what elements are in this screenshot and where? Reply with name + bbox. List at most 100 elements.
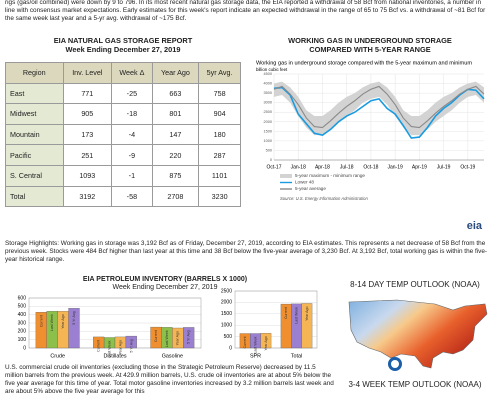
noaa-logo xyxy=(391,360,399,368)
bar xyxy=(260,333,272,349)
outlook-map xyxy=(348,299,488,371)
region-cell: Midwest xyxy=(5,103,64,125)
y-tick-label: 0 xyxy=(270,158,272,162)
bar-label: Year Ago xyxy=(118,340,122,354)
x-tick-label: Oct-18 xyxy=(363,164,378,170)
y-tick-label: 0 xyxy=(23,345,26,351)
y-tick-label: 0 xyxy=(229,345,232,351)
x-tick-label: Jul-18 xyxy=(340,164,354,170)
y-tick-label: 2000 xyxy=(221,300,232,306)
value-cell: 3192 xyxy=(62,185,113,208)
chart-title: COMPARED WITH 5-YEAR RANGE xyxy=(309,45,431,54)
value-cell: 801 xyxy=(151,103,200,125)
column-header: Region xyxy=(5,62,64,84)
y-tick-label: 500 xyxy=(266,148,272,152)
value-cell: 905 xyxy=(62,103,113,125)
x-tick-label: Apr-19 xyxy=(412,164,427,170)
y-tick-label: 1500 xyxy=(221,311,232,317)
value-cell: 220 xyxy=(151,144,200,166)
map-title: 3-4 WEEK TEMP OUTLOOK (NOAA) xyxy=(348,380,482,389)
x-tick-label: Oct-19 xyxy=(460,164,475,170)
y-tick-label: 300 xyxy=(18,320,27,326)
highlights-text: Storage Highlights: Working gas in stora… xyxy=(5,240,488,263)
petroleum-text: U.S. commercial crude oil inventories (e… xyxy=(5,364,334,395)
region-cell: Pacific xyxy=(5,144,64,166)
x-tick-label: Gasoline xyxy=(162,353,183,359)
x-tick-label: Jan-18 xyxy=(291,164,307,170)
table-row: Pacific 251 -9 220 287 xyxy=(5,144,241,166)
value-cell: -58 xyxy=(111,185,153,208)
y-tick-label: 3000 xyxy=(264,101,272,105)
map-title: 8-14 DAY TEMP OUTLOOK (NOAA) xyxy=(350,280,480,289)
y-tick-label: 100 xyxy=(18,337,27,343)
value-cell: -18 xyxy=(111,103,153,125)
source-note: Source: U.S. Energy Information Administ… xyxy=(280,196,368,201)
y-tick-label: 1500 xyxy=(264,129,272,133)
bar-label: Last Week xyxy=(50,314,54,331)
y-tick-label: 2500 xyxy=(221,288,232,294)
table-row: Total 3192 -58 2708 3230 xyxy=(5,185,241,208)
value-cell: 173 xyxy=(62,123,113,146)
y-tick-label: 600 xyxy=(18,295,27,301)
column-header: Inv. Level xyxy=(62,62,113,84)
table-row: Mountain 173 -4 147 180 xyxy=(5,123,241,146)
bar xyxy=(125,335,137,349)
y-tick-label: 4000 xyxy=(264,82,272,86)
table-subtitle: Week Ending December 27, 2019 xyxy=(65,45,181,54)
value-cell: 875 xyxy=(151,164,200,187)
bar-label: 5 Yr Avg xyxy=(72,311,76,324)
bar-label: Year Ago xyxy=(264,336,268,350)
y-tick-label: 500 xyxy=(18,304,27,310)
range-band xyxy=(274,81,484,136)
bar-label: 5 Yr Avg xyxy=(129,339,133,352)
bar-label: Year Ago xyxy=(176,331,180,345)
value-cell: 3230 xyxy=(198,185,241,208)
value-cell: -1 xyxy=(111,164,153,187)
y-tick-label: 1000 xyxy=(264,139,272,143)
y-tick-label: 400 xyxy=(18,312,27,318)
column-header: Week Δ xyxy=(111,62,153,84)
petroleum-chart: 0 100 200 300 400 500 600 Crude Current Last Week… xyxy=(18,295,202,359)
value-cell: 287 xyxy=(198,144,241,166)
bar xyxy=(183,327,195,349)
y-tick-label: 3500 xyxy=(264,91,272,95)
legend-swatch xyxy=(280,174,292,178)
value-cell: 2708 xyxy=(151,185,200,208)
table-header: Region Inv. Level Week Δ Year Ago 5yr Avg. xyxy=(5,62,241,84)
table-title: EIA NATURAL GAS STORAGE REPORT xyxy=(53,36,193,45)
y-tick-label: 1000 xyxy=(221,323,232,329)
chart-title: EIA PETROLEUM INVENTORY (BARRELS X 1000) xyxy=(82,276,248,283)
intro-text: rigs (gas/oil combined) were down by 9 t… xyxy=(5,0,486,22)
legend-label: 5-year average xyxy=(295,186,326,191)
chart-title: WORKING GAS IN UNDERGROUND STORAGE xyxy=(288,36,452,45)
value-cell: 758 xyxy=(198,82,241,105)
bar-label: Year Ago xyxy=(305,306,309,320)
us-map xyxy=(348,299,488,369)
y-tick-label: 2000 xyxy=(264,120,272,124)
value-cell: 904 xyxy=(198,103,241,125)
region-cell: Total xyxy=(5,185,64,208)
x-tick-label: SPR xyxy=(250,353,261,359)
x-tick-label: Distillates xyxy=(103,353,126,359)
bar-label: Last Week xyxy=(108,340,112,357)
table-row: Midwest 905 -18 801 904 xyxy=(5,103,241,125)
value-cell: -25 xyxy=(111,82,153,105)
bar-label: Last Week xyxy=(165,330,169,347)
series-line xyxy=(273,86,485,139)
storage-table: Region Inv. Level Week Δ Year Ago 5yr Avg. Ea… xyxy=(5,62,241,208)
series-line xyxy=(273,85,485,129)
legend-label: Lower 48 xyxy=(295,180,314,185)
region-cell: East xyxy=(5,82,64,105)
bar-label: Current xyxy=(243,337,247,349)
bar-label: 5 Yr Avg xyxy=(187,330,191,343)
x-tick-label: Crude xyxy=(50,353,65,359)
logo: eia xyxy=(467,220,483,232)
plot-frame xyxy=(234,290,318,349)
value-cell: 1101 xyxy=(198,164,241,187)
table-row: East 771 -25 663 758 xyxy=(5,82,241,105)
y-tick-label: 200 xyxy=(18,329,27,335)
value-cell: -9 xyxy=(111,144,153,166)
x-tick-label: Oct-17 xyxy=(266,164,281,170)
region-cell: S. Central xyxy=(5,164,64,187)
